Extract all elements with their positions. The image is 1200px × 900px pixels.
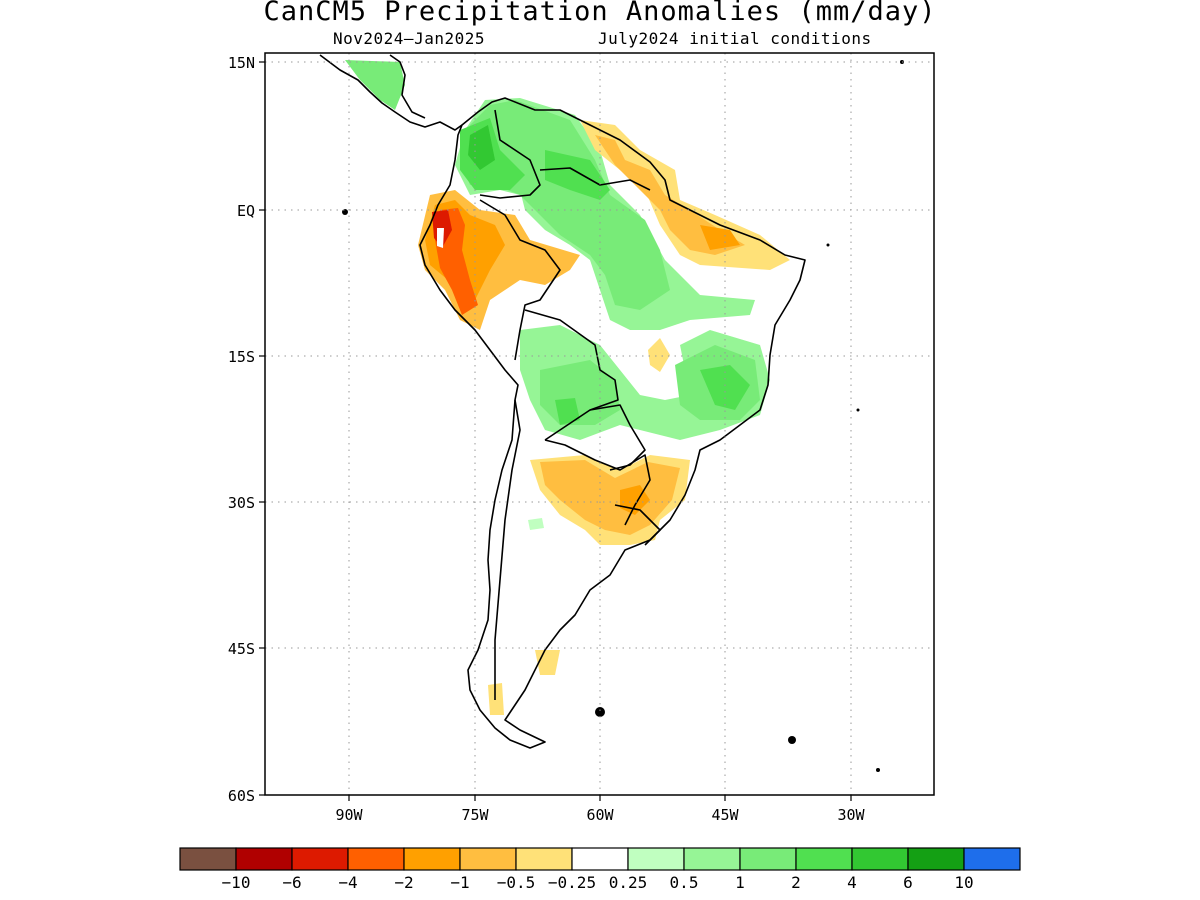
colorbar-label: 0.5 xyxy=(670,873,699,892)
anomaly-fields xyxy=(345,60,790,715)
colorbar-swatch xyxy=(515,847,573,871)
island-falklands-a xyxy=(595,707,605,717)
colorbar-swatch xyxy=(459,847,517,871)
border-peru-brazil xyxy=(479,199,561,361)
colorbar-swatch xyxy=(683,847,741,871)
border-bolivia xyxy=(524,309,619,441)
anomaly-brazil-dry-spot xyxy=(648,338,670,372)
colorbar-label: −10 xyxy=(222,873,251,892)
island-falklands-b xyxy=(788,736,796,744)
border-chile-argentina xyxy=(494,399,521,700)
island-galapagos xyxy=(342,209,348,215)
colorbar-label: −2 xyxy=(394,873,413,892)
coast-caribbean xyxy=(389,54,426,119)
anomaly-ne-brazil-dry xyxy=(580,120,790,270)
island-trindade xyxy=(856,408,860,412)
anomaly-central-sa-green-strong xyxy=(555,398,580,425)
island-south-georgia xyxy=(876,768,880,772)
colorbar-swatch xyxy=(403,847,461,871)
colorbar xyxy=(179,847,1021,871)
anomaly-amazon-green xyxy=(545,150,610,200)
lon-label-90w: 90W xyxy=(335,806,363,824)
anomaly-north-sa-green-dark xyxy=(460,100,670,310)
coast-south-america xyxy=(419,97,806,749)
anomaly-ne-brazil-dry-strong xyxy=(700,225,740,250)
anomaly-andes-green xyxy=(528,518,544,530)
coastlines xyxy=(319,54,806,749)
anomaly-se-brazil-green-strong xyxy=(700,365,750,410)
period-subtitle: Nov2024–Jan2025 xyxy=(333,29,485,48)
lat-label-15s: 15S xyxy=(228,348,255,366)
island-fernando xyxy=(826,243,830,247)
colorbar-swatch xyxy=(795,847,853,871)
lat-label-60s: 60S xyxy=(228,787,255,805)
colorbar-label: −4 xyxy=(338,873,357,892)
border-venezuela xyxy=(539,167,651,191)
coast-central-america xyxy=(319,54,463,131)
colorbar-label: 1 xyxy=(735,873,745,892)
colorbar-label: 4 xyxy=(847,873,857,892)
colorbar-swatch xyxy=(235,847,293,871)
colorbar-label: 6 xyxy=(903,873,913,892)
anomaly-south-sa-dry-mid xyxy=(540,460,680,535)
lon-tick-labels: 90W 75W 60W 45W 30W xyxy=(335,806,865,824)
lat-label-45s: 45S xyxy=(228,640,255,658)
colorbar-swatch xyxy=(347,847,405,871)
border-colombia xyxy=(479,109,541,199)
anomaly-tierra-dry xyxy=(488,683,504,715)
colorbar-label: 2 xyxy=(791,873,801,892)
colorbar-label: −0.25 xyxy=(548,873,596,892)
colorbar-swatch xyxy=(627,847,685,871)
colorbar-swatch xyxy=(963,847,1021,871)
colorbar-swatch xyxy=(571,847,629,871)
anomaly-north-sa-green-core xyxy=(468,125,495,170)
colorbar-label: 0.25 xyxy=(609,873,648,892)
tick-marks xyxy=(259,61,852,801)
grid xyxy=(265,53,934,795)
lon-label-60w: 60W xyxy=(586,806,614,824)
lat-label-eq: EQ xyxy=(237,202,255,220)
anomaly-central-america xyxy=(345,60,405,110)
colorbar-labels: −10 −6 −4 −2 −1 −0.5 −0.25 0.25 0.5 1 2 4 6 10 xyxy=(222,873,974,892)
colorbar-swatch xyxy=(851,847,909,871)
colorbar-label: −1 xyxy=(450,873,469,892)
colorbar-label: −0.5 xyxy=(497,873,536,892)
lat-label-15n: 15N xyxy=(228,54,255,72)
anomaly-white-inset xyxy=(437,228,444,248)
lat-tick-labels: 15N EQ 15S 30S 45S 60S xyxy=(228,54,255,805)
lat-label-30s: 30S xyxy=(228,494,255,512)
colorbar-label: −6 xyxy=(282,873,301,892)
colorbar-swatch xyxy=(291,847,349,871)
border-argentina xyxy=(544,439,651,526)
lon-label-75w: 75W xyxy=(461,806,489,824)
border-uruguay xyxy=(614,504,661,546)
colorbar-swatch xyxy=(907,847,965,871)
init-subtitle: July2024 initial conditions xyxy=(598,29,872,48)
colorbar-label: 10 xyxy=(954,873,973,892)
colorbar-swatch xyxy=(179,847,237,871)
colorbar-swatch xyxy=(739,847,797,871)
anomaly-ne-brazil-dry-mid xyxy=(595,135,745,255)
chart-title: CanCM5 Precipitation Anomalies (mm/day) xyxy=(263,0,937,27)
lon-label-30w: 30W xyxy=(837,806,865,824)
lon-label-45w: 45W xyxy=(711,806,739,824)
